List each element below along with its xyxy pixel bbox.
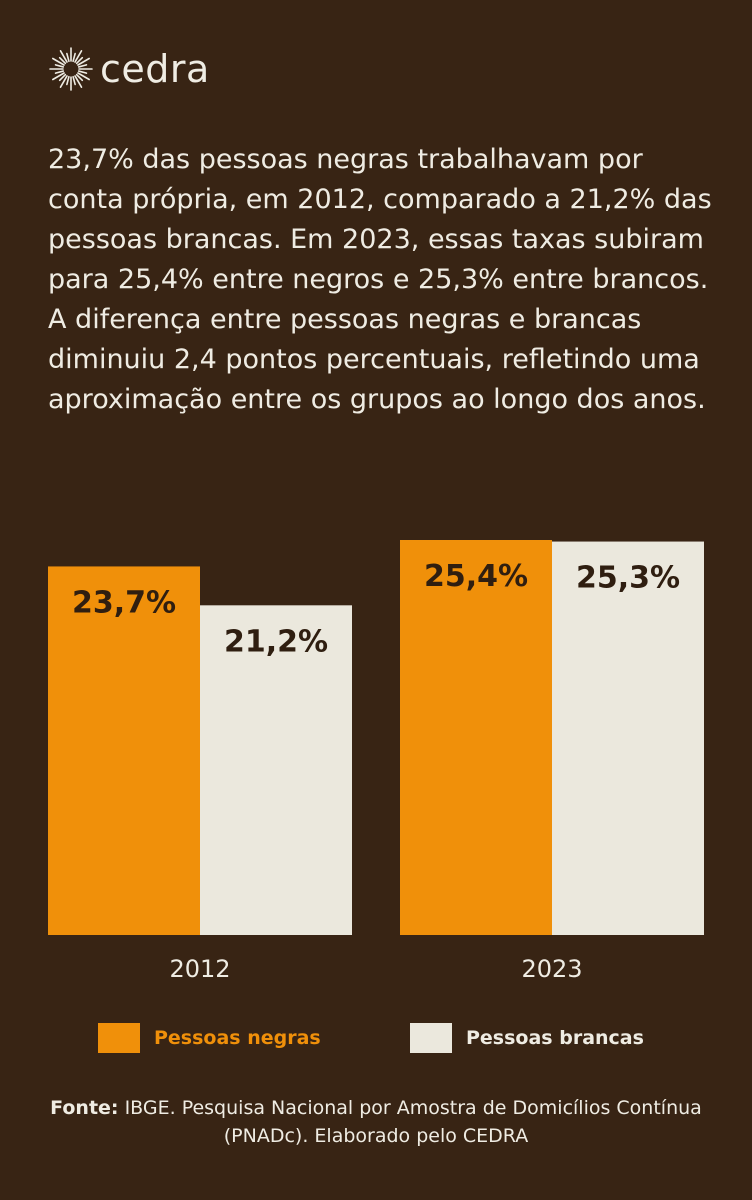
brand-name: cedra bbox=[100, 47, 210, 91]
bar-negras-2012 bbox=[48, 566, 200, 935]
sunburst-logo-icon bbox=[49, 47, 93, 91]
legend-label-brancas: Pessoas brancas bbox=[466, 1027, 644, 1049]
brand-logo: cedra bbox=[48, 44, 210, 94]
x-tick-label-2023: 2023 bbox=[521, 955, 582, 983]
intro-text: 23,7% das pessoas negras trabalhavam por… bbox=[48, 144, 712, 415]
source-prefix: Fonte: bbox=[50, 1097, 119, 1119]
data-label-negras-2023: 25,4% bbox=[424, 559, 528, 594]
bar-chart: 23,7% 21,2% 2012 25,4% 25,3% 2023 bbox=[48, 540, 704, 983]
legend-item-brancas: Pessoas brancas bbox=[410, 1023, 644, 1053]
x-tick-label-2012: 2012 bbox=[169, 955, 230, 983]
bar-brancas-2012 bbox=[200, 605, 352, 935]
legend-item-negras: Pessoas negras bbox=[98, 1023, 321, 1053]
bar-negras-2023 bbox=[400, 540, 552, 935]
legend-swatch-brancas bbox=[410, 1023, 452, 1053]
legend-swatch-negras bbox=[98, 1023, 140, 1053]
data-label-brancas-2023: 25,3% bbox=[576, 561, 680, 596]
data-label-negras-2012: 23,7% bbox=[72, 585, 176, 620]
legend-label-negras: Pessoas negras bbox=[154, 1027, 321, 1049]
source-note: Fonte: IBGE. Pesquisa Nacional por Amost… bbox=[30, 1094, 722, 1150]
bar-brancas-2023 bbox=[552, 541, 704, 935]
data-label-brancas-2012: 21,2% bbox=[224, 624, 328, 659]
source-text: IBGE. Pesquisa Nacional por Amostra de D… bbox=[124, 1097, 702, 1147]
